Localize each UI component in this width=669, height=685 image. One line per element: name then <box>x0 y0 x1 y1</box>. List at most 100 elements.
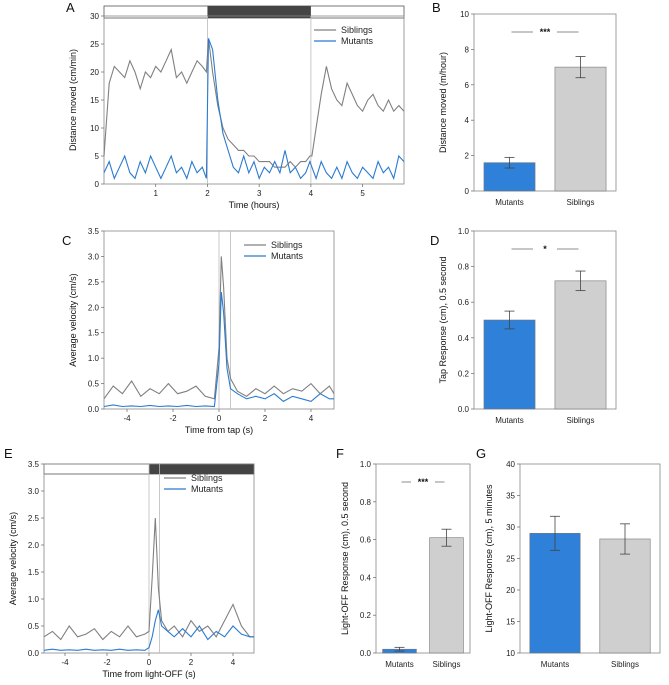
y-tick-label: 5 <box>95 152 100 161</box>
legend-label-mutants: Mutants <box>341 36 374 46</box>
y-tick-label: 15 <box>90 96 99 105</box>
panel-label: B <box>432 0 441 15</box>
y-tick-label: 1.0 <box>88 354 100 363</box>
panel-f: F 0.0 0.2 0.4 0.6 0.8 1.0 Light-OFF Response (c… <box>336 446 471 669</box>
y-tick-label: 10 <box>90 124 99 133</box>
y-tick-label: 1.0 <box>28 595 40 604</box>
significance-label: *** <box>418 477 429 487</box>
y-tick-label: 0.5 <box>28 622 40 631</box>
significance-bg <box>533 244 557 253</box>
y-axis-label: Light-OFF Response (cm), 0.5 second <box>340 482 350 635</box>
series-line-siblings <box>43 517 254 641</box>
x-axis-label: Time (hours) <box>229 200 280 210</box>
y-tick-label: 0.0 <box>28 649 40 658</box>
significance-bg <box>533 27 557 36</box>
y-tick-label: 2.0 <box>28 541 40 550</box>
y-axis-label: Average velocity (cm/s) <box>68 273 78 366</box>
dark-period-bar <box>207 6 311 18</box>
panel-label: G <box>476 446 486 461</box>
x-tick-label: Mutants <box>495 198 523 207</box>
y-tick-label: 3.5 <box>28 460 40 469</box>
panel-label: F <box>336 446 344 461</box>
y-tick-label: 8 <box>465 45 470 54</box>
bar-siblings <box>429 537 464 654</box>
y-tick-label: 10 <box>506 649 515 658</box>
y-tick-label: 35 <box>506 492 515 501</box>
x-tick-label: 2 <box>189 658 194 667</box>
legend-label-siblings: Siblings <box>341 25 373 35</box>
x-tick-label: Siblings <box>566 198 594 207</box>
y-axis-label: Tap Response (cm), 0.5 second <box>438 256 448 383</box>
significance-label: *** <box>540 27 551 37</box>
y-tick-label: 2.5 <box>28 514 40 523</box>
y-tick-label: 0.5 <box>88 380 100 389</box>
y-tick-label: 1.5 <box>88 329 100 338</box>
bar-siblings <box>599 538 651 654</box>
x-axis-label: Time from light-OFF (s) <box>102 669 195 679</box>
y-axis-label: Distance moved (m/hour) <box>438 52 448 153</box>
panel-g: G 10 15 20 25 30 35 40 Light-OFF Response (cm), … <box>476 446 661 669</box>
y-tick-label: 2.0 <box>88 303 100 312</box>
panel-a: A 0 5 10 15 20 25 30 1 2 3 4 5 Time (hours) Distance m… <box>66 0 405 210</box>
panel-d: D 0.0 0.2 0.4 0.6 0.8 1.0 Tap Response (cm), 0.… <box>430 227 617 425</box>
x-tick-label: Mutants <box>541 660 569 669</box>
y-tick-label: 15 <box>506 618 515 627</box>
y-tick-label: 25 <box>90 40 99 49</box>
y-tick-label: 1.5 <box>28 568 40 577</box>
y-tick-label: 20 <box>506 586 515 595</box>
y-tick-label: 20 <box>90 68 99 77</box>
x-tick-label: 3 <box>257 189 262 198</box>
y-axis-label: Distance moved (cm/min) <box>68 49 78 151</box>
x-tick-label: 1 <box>153 189 158 198</box>
x-tick-label: 0 <box>217 414 222 423</box>
y-tick-label: 2.5 <box>88 278 100 287</box>
legend-label-mutants: Mutants <box>271 251 304 261</box>
panel-label: A <box>66 0 75 15</box>
y-tick-label: 0.0 <box>88 405 100 414</box>
x-tick-label: Siblings <box>611 660 639 669</box>
series-line-mutants <box>103 38 405 181</box>
y-tick-label: 30 <box>90 12 99 21</box>
y-tick-label: 6 <box>465 81 470 90</box>
x-tick-label: 4 <box>309 414 314 423</box>
bar-mutants <box>483 319 536 410</box>
x-axis-label: Time from tap (s) <box>185 425 253 435</box>
x-tick-label: Siblings <box>566 416 594 425</box>
x-tick-label: Mutants <box>385 660 413 669</box>
panel-e: E 0.0 0.5 1.0 1.5 2.0 2.5 3.0 3.5 -4 -2 0 2 4 Time fro… <box>4 446 255 679</box>
y-tick-label: 10 <box>460 10 469 19</box>
panel-label: E <box>4 446 13 461</box>
x-tick-label: 0 <box>147 658 152 667</box>
y-axis-label: Light-OFF Response (cm), 5 minutes <box>484 484 494 633</box>
x-tick-label: 4 <box>309 189 314 198</box>
panel-b: B 0 2 4 6 8 10 Distance moved (m/hour) Mutants Si… <box>432 0 617 207</box>
x-tick-label: 2 <box>263 414 268 423</box>
y-axis-label: Average velocity (cm/s) <box>8 512 18 605</box>
x-tick-label: -4 <box>123 414 131 423</box>
y-tick-label: 4 <box>465 116 470 125</box>
legend-label-siblings: Siblings <box>191 473 223 483</box>
y-tick-label: 2 <box>465 152 470 161</box>
plot-frame <box>473 13 617 192</box>
y-tick-label: 0.4 <box>458 334 470 343</box>
panel-label: D <box>430 233 439 248</box>
y-tick-label: 30 <box>506 523 515 532</box>
y-tick-label: 0.8 <box>458 263 470 272</box>
x-tick-label: -2 <box>103 658 111 667</box>
significance-label: * <box>543 244 547 254</box>
panel-label: C <box>62 233 71 248</box>
x-tick-label: 5 <box>360 189 365 198</box>
x-tick-label: Mutants <box>495 416 523 425</box>
y-tick-label: 0 <box>95 180 100 189</box>
plot-frame <box>473 230 617 410</box>
series-line-mutants <box>43 609 254 651</box>
y-tick-label: 3.5 <box>88 227 100 236</box>
panel-c: C 0.0 0.5 1.0 1.5 2.0 2.5 3.0 3.5 -4 -2 0 2 4 Time fro… <box>62 227 335 435</box>
legend-label-mutants: Mutants <box>191 484 224 494</box>
bar-mutants <box>529 532 581 654</box>
x-tick-label: Siblings <box>432 660 460 669</box>
y-tick-label: 0.2 <box>360 611 372 620</box>
dark-period-bar <box>149 464 254 474</box>
plot-frame <box>375 463 471 654</box>
